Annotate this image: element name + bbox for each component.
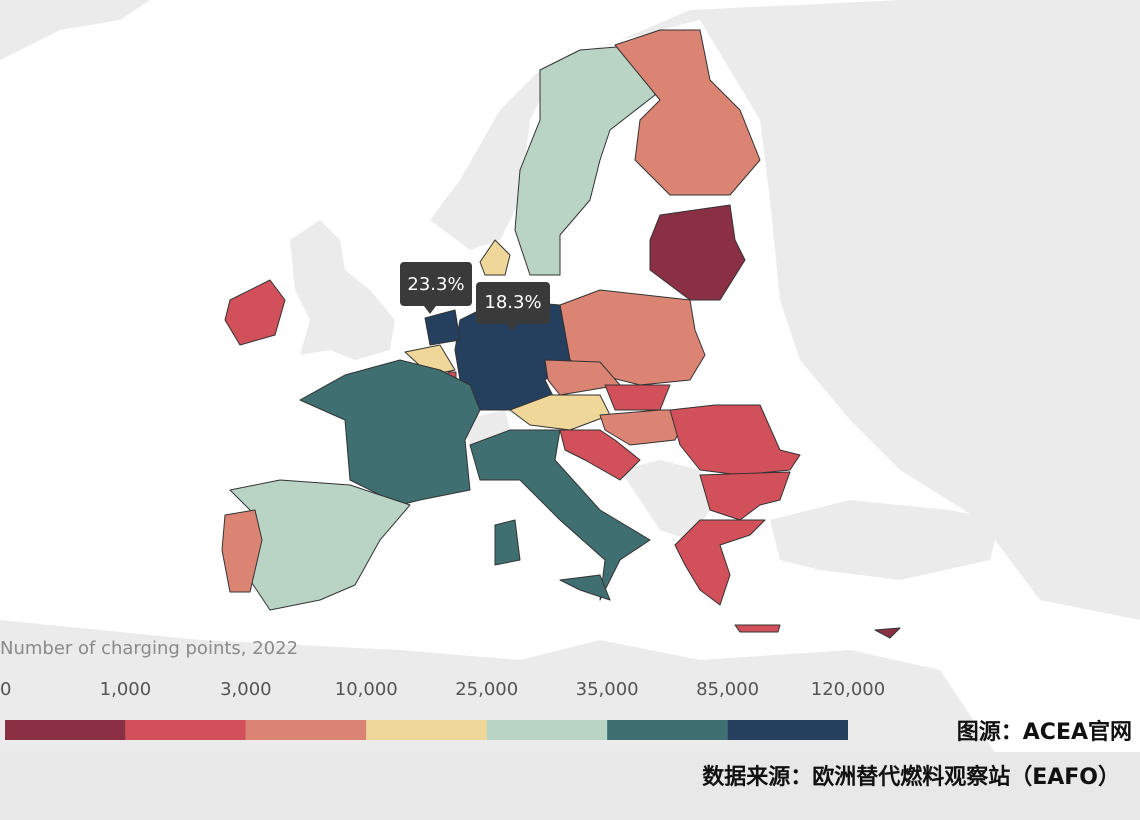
legend-swatch [727, 720, 848, 740]
country [734, 624, 781, 633]
legend-title: Number of charging points, 2022 [0, 638, 298, 659]
country [604, 384, 671, 411]
legend-tick-label: 85,000 [696, 679, 759, 700]
image-source: 图源：ACEA官网 [957, 719, 1132, 745]
country [599, 409, 691, 446]
country [559, 574, 611, 601]
legend: 0 1,000 3,000 10,000 25,000 35,000 85,000 120,0… [0, 679, 885, 740]
callout-box [400, 262, 472, 306]
legend-swatch [125, 720, 246, 740]
countries [221, 29, 901, 639]
callout-label: 18.3% [484, 292, 541, 313]
country [669, 404, 801, 476]
legend-swatch [486, 720, 608, 740]
legend-tick-label: 35,000 [576, 679, 639, 700]
footer-band [0, 752, 1140, 820]
legend-swatch [5, 720, 126, 740]
legend-tick-label: 3,000 [220, 679, 272, 700]
country [559, 429, 641, 481]
callout-box [476, 282, 550, 324]
country [674, 519, 766, 606]
legend-swatch [245, 720, 367, 740]
land [0, 0, 1140, 620]
callout-pointer [424, 306, 436, 314]
land [290, 220, 395, 360]
land [850, 230, 1000, 350]
legend-swatch [607, 720, 728, 740]
country [479, 239, 511, 276]
country [224, 279, 286, 346]
callout: 18.3% [476, 282, 550, 331]
land [770, 500, 1000, 580]
legend-tick-label: 1,000 [100, 679, 152, 700]
country [299, 359, 481, 506]
legend-tick-label: 0 [0, 679, 11, 700]
country [699, 471, 791, 521]
country [544, 359, 621, 396]
callout: 23.3% [400, 262, 472, 314]
country [424, 309, 461, 346]
legend-tick-label: 120,000 [811, 679, 885, 700]
land [0, 0, 150, 60]
callout-pointer [506, 324, 518, 331]
country [221, 509, 263, 593]
country [874, 627, 901, 639]
country [494, 519, 521, 566]
country [649, 204, 746, 301]
legend-tick-label: 10,000 [335, 679, 398, 700]
land [620, 460, 710, 540]
legend-swatch [366, 720, 487, 740]
callout-label: 23.3% [407, 274, 464, 295]
data-source: 数据来源：欧洲替代燃料观察站（EAFO） [702, 764, 1120, 790]
legend-tick-label: 25,000 [455, 679, 518, 700]
country [614, 29, 761, 196]
